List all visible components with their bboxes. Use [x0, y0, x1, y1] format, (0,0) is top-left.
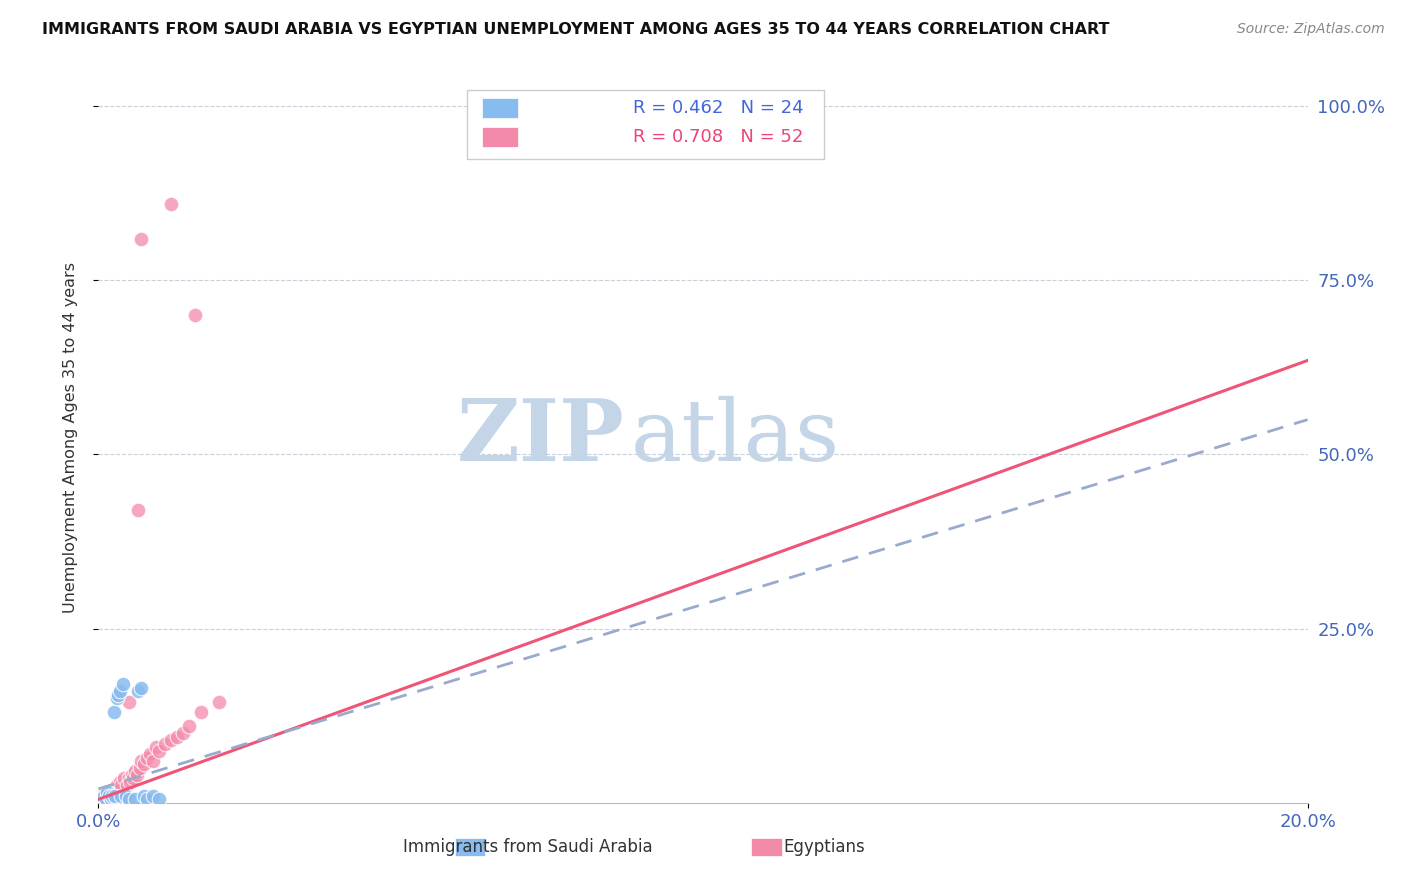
Point — [104, 785, 127, 799]
Point — [110, 778, 132, 792]
Point — [135, 750, 157, 764]
FancyBboxPatch shape — [751, 838, 782, 856]
Point — [90, 790, 112, 805]
Point — [127, 503, 149, 517]
Point — [125, 768, 148, 782]
Point — [97, 789, 120, 803]
Point — [129, 231, 152, 245]
Point — [121, 768, 143, 782]
FancyBboxPatch shape — [482, 127, 517, 147]
Text: Immigrants from Saudi Arabia: Immigrants from Saudi Arabia — [404, 838, 652, 855]
FancyBboxPatch shape — [467, 90, 824, 159]
Y-axis label: Unemployment Among Ages 35 to 44 years: Unemployment Among Ages 35 to 44 years — [63, 261, 77, 613]
Point — [98, 788, 121, 802]
Point — [142, 789, 165, 803]
Point — [179, 719, 201, 733]
Point — [145, 740, 167, 755]
Point — [135, 792, 157, 806]
Point — [118, 695, 141, 709]
Point — [129, 754, 152, 768]
Text: IMMIGRANTS FROM SAUDI ARABIA VS EGYPTIAN UNEMPLOYMENT AMONG AGES 35 TO 44 YEARS : IMMIGRANTS FROM SAUDI ARABIA VS EGYPTIAN… — [42, 22, 1109, 37]
Point — [111, 677, 134, 691]
Text: R = 0.462   N = 24: R = 0.462 N = 24 — [633, 99, 803, 117]
Point — [129, 681, 152, 695]
Point — [124, 764, 146, 779]
Point — [100, 792, 122, 806]
Point — [160, 733, 183, 747]
Point — [96, 785, 118, 799]
Point — [93, 789, 115, 803]
Point — [190, 705, 212, 719]
Point — [101, 792, 124, 806]
Point — [117, 778, 139, 792]
Point — [96, 785, 118, 799]
Point — [96, 789, 118, 803]
Text: ZIP: ZIP — [457, 395, 624, 479]
Point — [103, 705, 125, 719]
Text: Source: ZipAtlas.com: Source: ZipAtlas.com — [1237, 22, 1385, 37]
Point — [184, 308, 207, 322]
Point — [94, 790, 117, 805]
Point — [107, 781, 129, 796]
Point — [91, 790, 114, 805]
Point — [110, 781, 132, 796]
Point — [91, 792, 114, 806]
Point — [127, 684, 149, 698]
Point — [148, 743, 170, 757]
Point — [139, 747, 162, 761]
Point — [118, 772, 141, 786]
Point — [90, 792, 112, 806]
Point — [128, 761, 150, 775]
Point — [111, 792, 134, 806]
Point — [100, 789, 122, 803]
Point — [107, 785, 129, 799]
Point — [122, 772, 145, 786]
Point — [124, 792, 146, 806]
Point — [94, 792, 117, 806]
Text: atlas: atlas — [630, 395, 839, 479]
Point — [166, 730, 188, 744]
Point — [112, 772, 135, 786]
Point — [100, 785, 122, 799]
Point — [118, 792, 141, 806]
Point — [104, 789, 127, 803]
FancyBboxPatch shape — [456, 838, 485, 856]
Point — [104, 789, 127, 803]
Text: Egyptians: Egyptians — [783, 838, 865, 855]
Point — [105, 691, 128, 706]
Point — [89, 792, 111, 806]
Point — [153, 737, 176, 751]
Point — [107, 688, 129, 702]
Point — [93, 788, 115, 802]
Point — [103, 781, 125, 796]
Point — [142, 754, 165, 768]
Point — [114, 789, 136, 803]
Point — [100, 789, 122, 803]
Point — [110, 789, 132, 803]
Point — [118, 775, 141, 789]
Point — [108, 775, 131, 789]
Point — [208, 695, 231, 709]
Point — [91, 789, 114, 803]
Point — [148, 792, 170, 806]
Point — [172, 726, 194, 740]
FancyBboxPatch shape — [482, 98, 517, 118]
Point — [132, 789, 155, 803]
Point — [108, 684, 131, 698]
Point — [160, 196, 183, 211]
Point — [98, 789, 121, 803]
Point — [114, 789, 136, 803]
Text: R = 0.708   N = 52: R = 0.708 N = 52 — [633, 128, 803, 146]
Point — [105, 778, 128, 792]
Point — [132, 757, 155, 772]
